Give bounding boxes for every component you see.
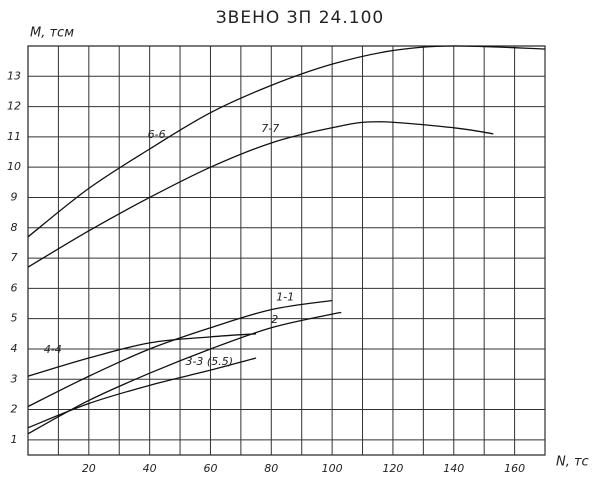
curve-label: 1-1 [276,291,294,304]
curve [27,121,494,268]
curve-label: 7-7 [261,122,279,135]
x-tick-label: 60 [203,462,217,475]
x-axis-label: N, тс [556,455,589,470]
y-tick-label: 7 [11,251,18,264]
x-tick-label: 80 [264,462,278,475]
x-tick-label: 140 [443,462,464,475]
x-tick-label: 20 [82,462,96,475]
y-tick-label: 11 [7,130,21,143]
curve-label: 6-6 [148,128,166,141]
chart-title: ЗВЕНО ЗП 24.100 [216,8,384,28]
y-axis-label: M, тсм [30,26,74,41]
y-tick-label: 13 [7,69,21,82]
x-tick-label: 40 [143,462,157,475]
y-tick-label: 9 [11,190,18,203]
y-tick-label: 5 [11,312,18,325]
curve [27,311,342,435]
y-tick-label: 6 [11,281,18,294]
x-tick-label: 120 [382,462,403,475]
curve-label: 2 [271,313,278,326]
curve-label: 4-4 [44,343,62,356]
y-tick-label: 2 [11,403,18,416]
x-tick-label: 160 [504,462,525,475]
y-tick-label: 4 [11,342,18,355]
plot-frame [27,45,546,456]
curve [27,357,257,429]
y-tick-label: 1 [11,433,18,446]
y-tick-label: 10 [7,160,21,173]
y-tick-label: 8 [11,221,18,234]
x-tick-label: 100 [322,462,343,475]
curve-label: 3-3 (5.5) [185,355,233,368]
curve [27,333,257,377]
curve [27,45,546,238]
y-tick-label: 12 [7,100,21,113]
y-tick-label: 3 [11,372,18,385]
